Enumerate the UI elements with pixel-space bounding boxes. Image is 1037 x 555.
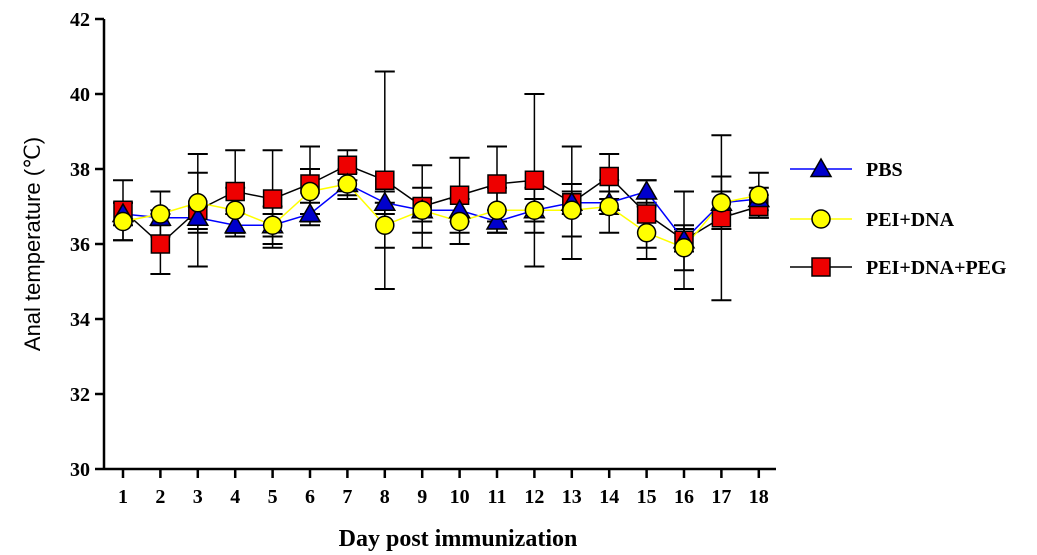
data-point-1: [711, 193, 732, 213]
data-point-1: [749, 185, 769, 205]
x-tick-label: 15: [637, 486, 657, 508]
y-axis-title: Anal temperature (℃): [20, 137, 45, 351]
data-point-1: [449, 211, 470, 232]
legend: PBS PEI+DNA PEI+DNA+PEG: [790, 157, 1007, 279]
data-point-2: [150, 234, 171, 254]
x-tick-label: 6: [305, 486, 315, 508]
data-point-0: [373, 191, 397, 211]
x-tick-label: 11: [488, 486, 507, 508]
data-point-0: [186, 206, 210, 226]
data-point-1: [188, 193, 208, 213]
x-tick-label: 9: [417, 486, 427, 508]
x-tick-label: 18: [749, 486, 769, 508]
series-line-2: [122, 164, 760, 246]
legend-marker: [811, 257, 831, 277]
data-point-0: [485, 209, 509, 230]
plot-area: [111, 70, 771, 302]
data-point-1: [412, 200, 432, 220]
data-point-1: [487, 200, 507, 220]
data-point-0: [223, 213, 247, 234]
y-tick-label: 36: [70, 234, 90, 256]
y-tick-label: 30: [70, 459, 90, 481]
x-tick-label: 7: [342, 486, 352, 508]
y-tick-label: 40: [70, 84, 90, 106]
x-tick-label: 14: [599, 486, 619, 508]
data-point-1: [113, 211, 133, 232]
x-tick-label: 16: [674, 486, 694, 508]
series-line-0: [122, 183, 759, 242]
legend-marker: [811, 209, 831, 229]
data-point-1: [562, 200, 582, 220]
x-tick-label: 5: [268, 486, 278, 508]
data-point-1: [599, 196, 619, 217]
data-point-1: [337, 174, 358, 194]
data-point-2: [375, 170, 395, 190]
y-tick-label: 38: [70, 159, 90, 181]
x-tick-label: 1: [118, 486, 128, 508]
data-point-1: [375, 215, 395, 235]
x-tick-label: 8: [380, 486, 390, 508]
data-point-0: [635, 179, 658, 200]
data-point-1: [524, 200, 545, 220]
data-point-2: [487, 174, 507, 194]
y-tick-label: 32: [70, 384, 90, 406]
x-tick-label: 2: [155, 486, 165, 508]
y-tick-label: 34: [70, 309, 90, 331]
data-point-2: [599, 166, 619, 187]
x-tick-label: 3: [193, 486, 203, 508]
series-line-1: [122, 183, 759, 249]
data-point-1: [262, 215, 283, 235]
y-tick-label: 42: [70, 9, 90, 31]
data-point-1: [300, 181, 320, 202]
data-point-1: [225, 200, 245, 220]
data-point-2: [225, 181, 245, 202]
data-point-2: [636, 204, 657, 224]
legend-label: PBS: [866, 159, 903, 181]
legend-label: PEI+DNA+PEG: [866, 257, 1007, 279]
data-point-1: [674, 238, 694, 258]
x-tick-label: 4: [230, 486, 240, 508]
data-point-1: [636, 223, 657, 243]
x-tick-label: 13: [562, 486, 582, 508]
data-point-2: [337, 155, 358, 175]
x-axis-title: Day post immunization: [339, 526, 578, 552]
legend-marker: [809, 157, 833, 178]
x-tick-label: 17: [711, 486, 731, 508]
data-point-0: [298, 202, 322, 223]
legend-label: PEI+DNA: [866, 209, 955, 231]
data-point-1: [150, 204, 171, 224]
data-point-2: [524, 170, 545, 190]
data-point-2: [262, 189, 283, 209]
x-tick-label: 10: [450, 486, 470, 508]
x-tick-label: 12: [524, 486, 544, 508]
